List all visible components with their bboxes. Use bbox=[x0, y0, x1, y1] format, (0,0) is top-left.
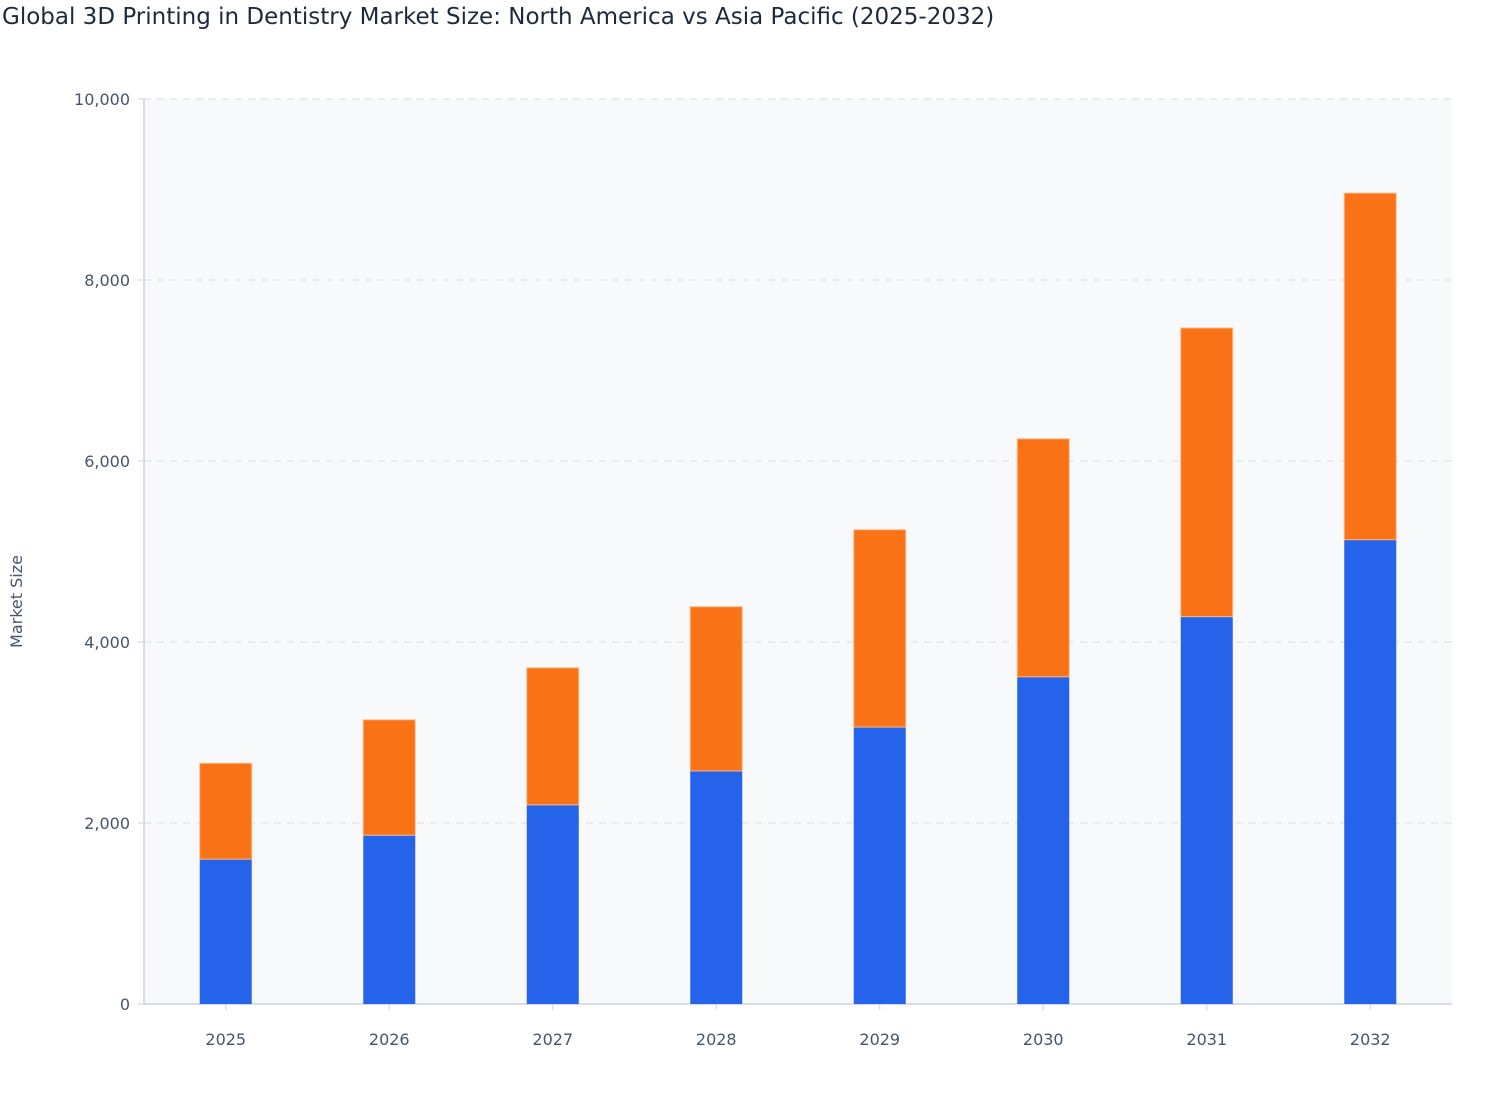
chart-title: Global 3D Printing in Dentistry Market S… bbox=[2, 4, 995, 30]
bar-segment-bottom bbox=[526, 804, 579, 1004]
x-tick-label: 2030 bbox=[1023, 1030, 1064, 1049]
x-tick-label: 2028 bbox=[696, 1030, 737, 1049]
x-tick-label: 2026 bbox=[369, 1030, 410, 1049]
bar-segment-top bbox=[853, 529, 907, 728]
bar-segment-bottom bbox=[199, 859, 252, 1004]
y-axis-label: Market Size bbox=[7, 555, 26, 648]
y-tick-label: 2,000 bbox=[84, 814, 130, 833]
y-tick-label: 10,000 bbox=[74, 90, 130, 109]
bar-segment-bottom bbox=[853, 727, 906, 1004]
plot-background bbox=[144, 99, 1452, 1004]
bar-segment-top bbox=[199, 762, 253, 860]
bar-segment-bottom bbox=[363, 835, 416, 1004]
y-tick-label: 6,000 bbox=[84, 452, 130, 471]
y-tick-label: 8,000 bbox=[84, 271, 130, 290]
bar-segment-bottom bbox=[690, 770, 743, 1004]
bar-segment-top bbox=[1180, 327, 1234, 618]
bar-segment-top bbox=[362, 719, 416, 836]
x-tick-label: 2025 bbox=[205, 1030, 246, 1049]
bar-segment-bottom bbox=[1017, 676, 1070, 1004]
x-tick-label: 2031 bbox=[1186, 1030, 1227, 1049]
bar-segment-top bbox=[526, 667, 580, 806]
bar-segment-top bbox=[1343, 192, 1397, 541]
x-tick-label: 2032 bbox=[1350, 1030, 1391, 1049]
bar-segment-top bbox=[1016, 438, 1070, 678]
x-tick-label: 2029 bbox=[859, 1030, 900, 1049]
bar-segment-bottom bbox=[1344, 539, 1397, 1004]
x-tick-label: 2027 bbox=[532, 1030, 573, 1049]
y-tick-label: 0 bbox=[120, 995, 130, 1014]
y-tick-label: 4,000 bbox=[84, 633, 130, 652]
bar-segment-top bbox=[689, 606, 743, 772]
bar-segment-bottom bbox=[1180, 616, 1233, 1004]
